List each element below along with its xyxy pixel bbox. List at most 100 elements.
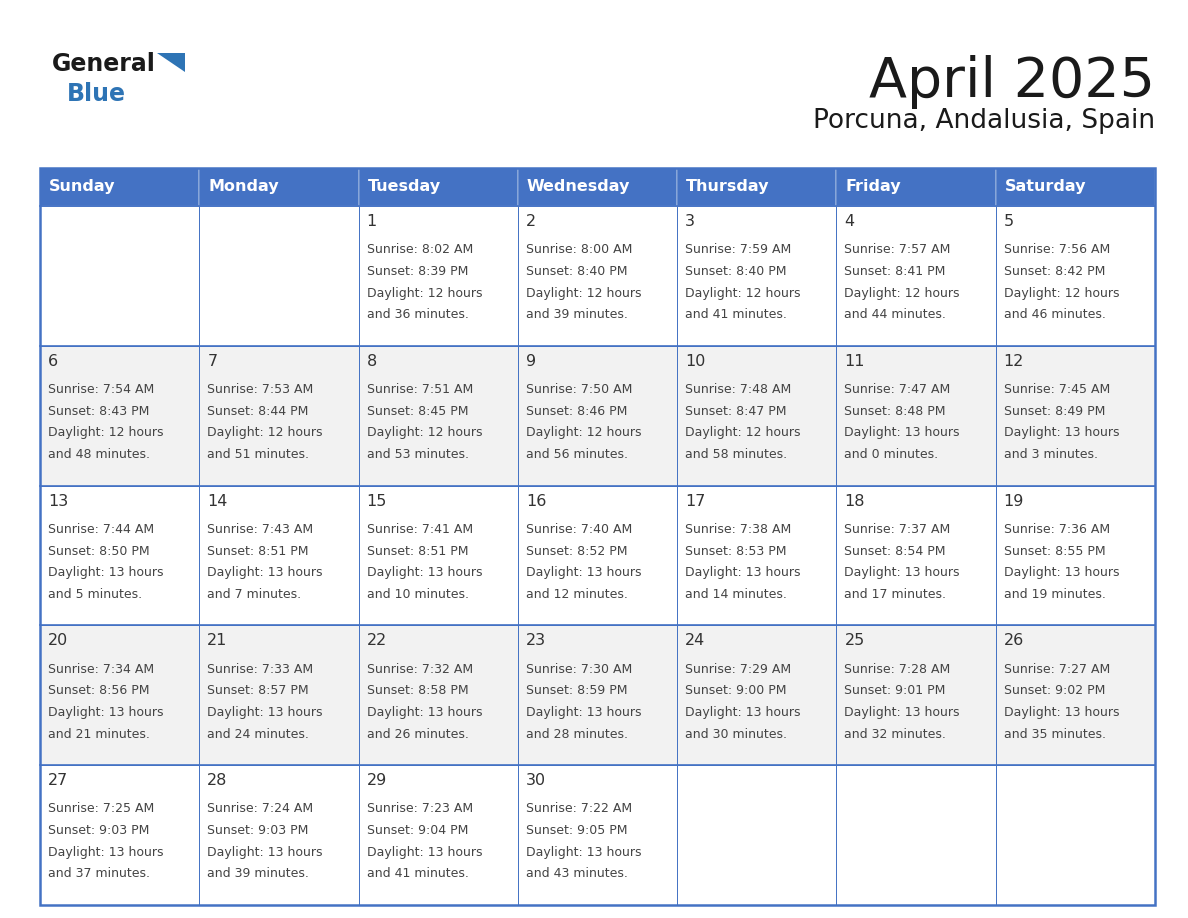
FancyBboxPatch shape: [996, 625, 1155, 766]
Text: Sunset: 9:00 PM: Sunset: 9:00 PM: [685, 684, 786, 698]
Text: Sunset: 8:40 PM: Sunset: 8:40 PM: [526, 265, 627, 278]
Text: Sunset: 8:52 PM: Sunset: 8:52 PM: [526, 544, 627, 557]
Text: and 58 minutes.: and 58 minutes.: [685, 448, 788, 461]
Text: Sunrise: 7:33 AM: Sunrise: 7:33 AM: [207, 663, 314, 676]
Polygon shape: [157, 53, 185, 72]
Text: and 5 minutes.: and 5 minutes.: [48, 588, 143, 601]
Text: and 10 minutes.: and 10 minutes.: [367, 588, 468, 601]
FancyBboxPatch shape: [677, 766, 836, 905]
Text: and 46 minutes.: and 46 minutes.: [1004, 308, 1106, 321]
Text: Daylight: 13 hours: Daylight: 13 hours: [207, 845, 323, 859]
Text: Sunrise: 7:24 AM: Sunrise: 7:24 AM: [207, 802, 314, 815]
FancyBboxPatch shape: [40, 206, 200, 346]
Text: Sunrise: 7:38 AM: Sunrise: 7:38 AM: [685, 523, 791, 536]
FancyBboxPatch shape: [200, 206, 359, 346]
FancyBboxPatch shape: [200, 625, 359, 766]
FancyBboxPatch shape: [40, 168, 200, 206]
Text: Sunrise: 7:28 AM: Sunrise: 7:28 AM: [845, 663, 950, 676]
Text: Sunset: 8:43 PM: Sunset: 8:43 PM: [48, 405, 150, 418]
FancyBboxPatch shape: [518, 346, 677, 486]
Text: Sunrise: 7:36 AM: Sunrise: 7:36 AM: [1004, 523, 1110, 536]
Text: 15: 15: [367, 494, 387, 509]
Text: 3: 3: [685, 214, 695, 229]
Text: Daylight: 13 hours: Daylight: 13 hours: [845, 566, 960, 579]
FancyBboxPatch shape: [40, 486, 200, 625]
FancyBboxPatch shape: [836, 346, 996, 486]
Text: Sunrise: 8:00 AM: Sunrise: 8:00 AM: [526, 243, 632, 256]
FancyBboxPatch shape: [677, 206, 836, 346]
Text: Sunset: 9:03 PM: Sunset: 9:03 PM: [207, 824, 309, 837]
Text: and 44 minutes.: and 44 minutes.: [845, 308, 947, 321]
FancyBboxPatch shape: [518, 168, 677, 206]
Text: and 41 minutes.: and 41 minutes.: [685, 308, 786, 321]
Text: Daylight: 13 hours: Daylight: 13 hours: [685, 566, 801, 579]
Text: Daylight: 13 hours: Daylight: 13 hours: [48, 706, 164, 719]
Text: Sunset: 9:04 PM: Sunset: 9:04 PM: [367, 824, 468, 837]
Text: Daylight: 12 hours: Daylight: 12 hours: [526, 426, 642, 440]
Text: and 30 minutes.: and 30 minutes.: [685, 728, 788, 741]
Text: Sunset: 8:44 PM: Sunset: 8:44 PM: [207, 405, 309, 418]
Text: 7: 7: [207, 353, 217, 369]
Text: and 35 minutes.: and 35 minutes.: [1004, 728, 1106, 741]
Text: and 21 minutes.: and 21 minutes.: [48, 728, 150, 741]
Text: 14: 14: [207, 494, 228, 509]
FancyBboxPatch shape: [836, 625, 996, 766]
Text: 16: 16: [526, 494, 546, 509]
Text: Sunday: Sunday: [49, 180, 115, 195]
Text: 12: 12: [1004, 353, 1024, 369]
Text: and 48 minutes.: and 48 minutes.: [48, 448, 150, 461]
Text: Friday: Friday: [846, 180, 901, 195]
Text: Daylight: 12 hours: Daylight: 12 hours: [207, 426, 323, 440]
Text: Thursday: Thursday: [687, 180, 770, 195]
Text: Blue: Blue: [67, 82, 126, 106]
Text: Daylight: 13 hours: Daylight: 13 hours: [526, 706, 642, 719]
FancyBboxPatch shape: [518, 206, 677, 346]
Text: Daylight: 13 hours: Daylight: 13 hours: [1004, 706, 1119, 719]
Text: Sunset: 9:01 PM: Sunset: 9:01 PM: [845, 684, 946, 698]
Text: Sunset: 8:47 PM: Sunset: 8:47 PM: [685, 405, 786, 418]
Text: Sunrise: 7:44 AM: Sunrise: 7:44 AM: [48, 523, 154, 536]
Text: Sunrise: 7:25 AM: Sunrise: 7:25 AM: [48, 802, 154, 815]
Text: and 3 minutes.: and 3 minutes.: [1004, 448, 1098, 461]
Text: and 36 minutes.: and 36 minutes.: [367, 308, 468, 321]
Text: Daylight: 13 hours: Daylight: 13 hours: [367, 566, 482, 579]
Text: 28: 28: [207, 773, 228, 789]
FancyBboxPatch shape: [996, 168, 1155, 206]
FancyBboxPatch shape: [836, 168, 996, 206]
Text: 25: 25: [845, 633, 865, 648]
Text: 30: 30: [526, 773, 546, 789]
Text: Sunset: 8:42 PM: Sunset: 8:42 PM: [1004, 265, 1105, 278]
Text: Daylight: 13 hours: Daylight: 13 hours: [207, 706, 323, 719]
FancyBboxPatch shape: [40, 766, 200, 905]
Text: Sunrise: 7:34 AM: Sunrise: 7:34 AM: [48, 663, 154, 676]
Text: Daylight: 12 hours: Daylight: 12 hours: [845, 286, 960, 299]
Text: Sunset: 8:51 PM: Sunset: 8:51 PM: [207, 544, 309, 557]
Text: Sunrise: 7:51 AM: Sunrise: 7:51 AM: [367, 383, 473, 396]
Text: Sunrise: 7:22 AM: Sunrise: 7:22 AM: [526, 802, 632, 815]
Text: 29: 29: [367, 773, 387, 789]
FancyBboxPatch shape: [518, 486, 677, 625]
Text: Daylight: 13 hours: Daylight: 13 hours: [845, 426, 960, 440]
FancyBboxPatch shape: [677, 346, 836, 486]
Text: 8: 8: [367, 353, 377, 369]
Text: Sunset: 8:48 PM: Sunset: 8:48 PM: [845, 405, 946, 418]
FancyBboxPatch shape: [836, 486, 996, 625]
Text: Sunset: 8:45 PM: Sunset: 8:45 PM: [367, 405, 468, 418]
Text: Daylight: 12 hours: Daylight: 12 hours: [685, 286, 801, 299]
Text: and 37 minutes.: and 37 minutes.: [48, 868, 150, 880]
Text: Sunrise: 7:41 AM: Sunrise: 7:41 AM: [367, 523, 473, 536]
Text: General: General: [52, 52, 156, 76]
Text: Daylight: 13 hours: Daylight: 13 hours: [526, 566, 642, 579]
Text: 9: 9: [526, 353, 536, 369]
Text: Sunset: 8:55 PM: Sunset: 8:55 PM: [1004, 544, 1105, 557]
Text: and 17 minutes.: and 17 minutes.: [845, 588, 947, 601]
Text: and 7 minutes.: and 7 minutes.: [207, 588, 302, 601]
Text: 4: 4: [845, 214, 854, 229]
FancyBboxPatch shape: [518, 625, 677, 766]
Text: Sunrise: 7:59 AM: Sunrise: 7:59 AM: [685, 243, 791, 256]
Text: 22: 22: [367, 633, 387, 648]
Text: 24: 24: [685, 633, 706, 648]
FancyBboxPatch shape: [996, 766, 1155, 905]
Text: and 56 minutes.: and 56 minutes.: [526, 448, 627, 461]
Text: Daylight: 13 hours: Daylight: 13 hours: [48, 845, 164, 859]
